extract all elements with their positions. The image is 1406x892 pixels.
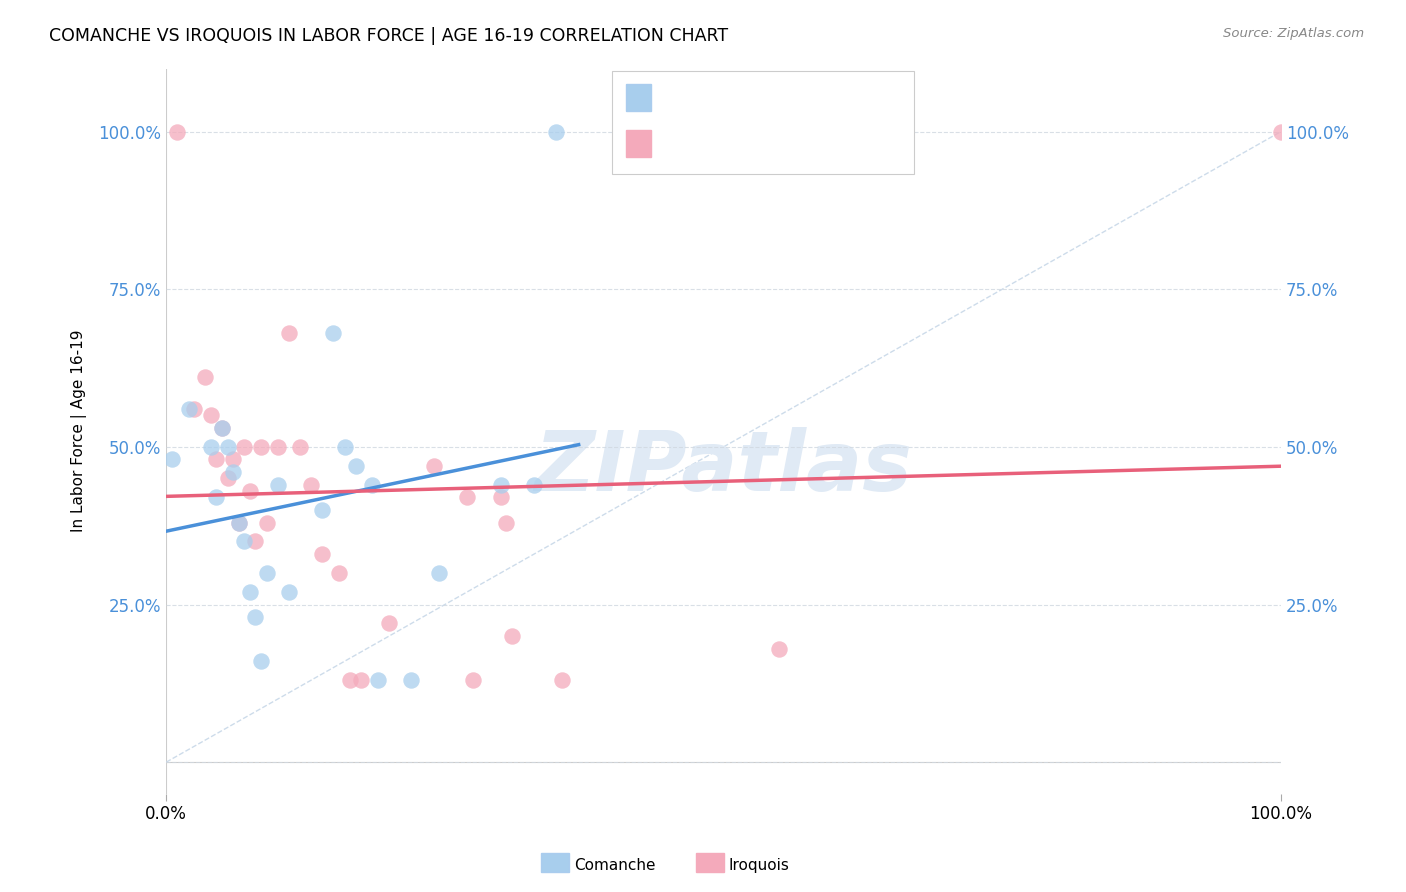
Point [239, 483, 262, 498]
Point [277, 585, 299, 599]
Point [160, 452, 183, 467]
Point [489, 491, 512, 505]
Point [166, 125, 188, 139]
Point [311, 547, 333, 561]
Point [228, 516, 250, 530]
Point [277, 326, 299, 341]
Point [367, 673, 389, 688]
Point [495, 516, 517, 530]
Point [267, 477, 290, 491]
Point [456, 491, 478, 505]
Point [768, 641, 790, 656]
Point [311, 503, 333, 517]
Point [211, 421, 233, 435]
Point [288, 440, 311, 454]
Point [361, 477, 384, 491]
Point [267, 440, 290, 454]
Point [328, 566, 350, 580]
Point [344, 458, 367, 473]
Point [427, 566, 450, 580]
Point [339, 673, 361, 688]
Point [489, 477, 512, 491]
Point [217, 440, 239, 454]
Y-axis label: In Labor Force | Age 16-19: In Labor Force | Age 16-19 [72, 330, 87, 533]
Point [183, 402, 205, 417]
Point [205, 452, 228, 467]
Point [233, 440, 256, 454]
Point [245, 610, 267, 624]
Text: 0.328: 0.328 [696, 90, 747, 105]
Text: N =: N = [752, 90, 789, 105]
Point [245, 534, 267, 549]
Point [523, 477, 546, 491]
Point [250, 654, 273, 668]
Text: 32: 32 [787, 136, 810, 152]
Point [256, 516, 278, 530]
Text: 0.218: 0.218 [696, 136, 747, 152]
Point [333, 440, 356, 454]
Point [299, 477, 322, 491]
Point [501, 629, 523, 643]
Point [222, 452, 245, 467]
Point [1270, 125, 1292, 139]
Text: R =: R = [661, 136, 696, 152]
Point [200, 440, 222, 454]
Point [177, 402, 200, 417]
Text: Comanche: Comanche [574, 858, 655, 872]
Point [256, 566, 278, 580]
Text: ZIPatlas: ZIPatlas [534, 427, 912, 508]
Text: COMANCHE VS IROQUOIS IN LABOR FORCE | AGE 16-19 CORRELATION CHART: COMANCHE VS IROQUOIS IN LABOR FORCE | AG… [49, 27, 728, 45]
Point [239, 585, 262, 599]
Point [551, 673, 574, 688]
Point [211, 421, 233, 435]
Point [546, 125, 568, 139]
Point [228, 516, 250, 530]
Text: Source: ZipAtlas.com: Source: ZipAtlas.com [1223, 27, 1364, 40]
Text: 26: 26 [787, 90, 810, 105]
Point [200, 409, 222, 423]
Point [350, 673, 373, 688]
Text: Iroquois: Iroquois [728, 858, 789, 872]
Point [423, 458, 446, 473]
Point [233, 534, 256, 549]
Point [194, 370, 217, 384]
Point [217, 471, 239, 485]
Point [322, 326, 344, 341]
Text: R =: R = [661, 90, 696, 105]
Text: N =: N = [752, 136, 789, 152]
Point [401, 673, 423, 688]
Point [222, 465, 245, 479]
Point [461, 673, 484, 688]
Point [205, 491, 228, 505]
Point [250, 440, 273, 454]
Point [378, 616, 401, 631]
